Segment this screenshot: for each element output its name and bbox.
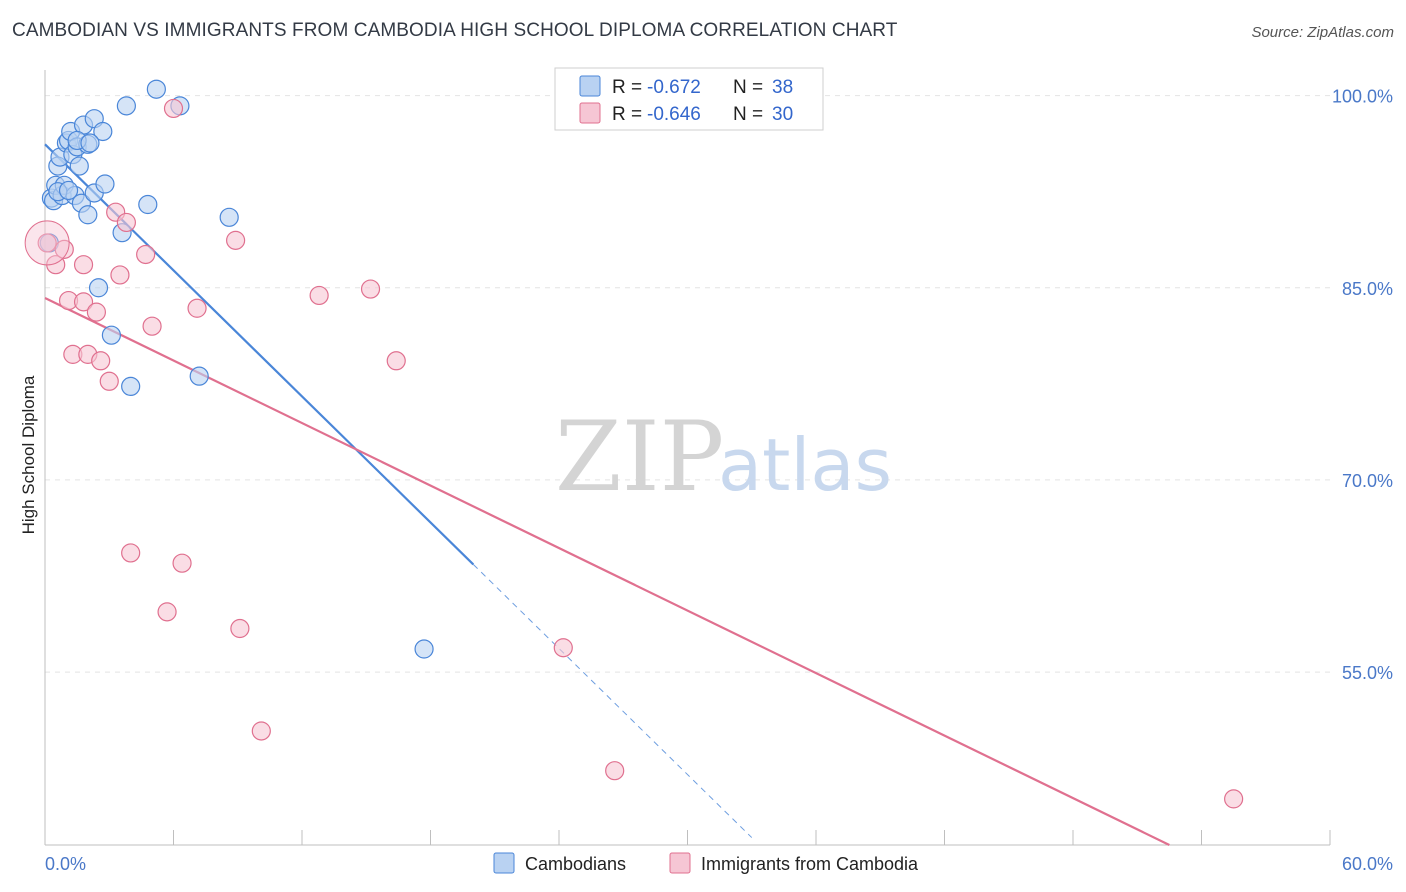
data-point-immigrants [73,292,94,312]
data-point-cambodians [95,174,115,194]
legend-n-label-1: N = [733,77,763,98]
x-tick-label: 60.0% [1342,854,1393,874]
data-point-immigrants [226,230,246,250]
y-tick-label: 85.0% [1342,279,1393,299]
trend-line-extension [472,564,753,838]
data-point-immigrants [1224,789,1244,809]
watermark-zip: ZIP [555,401,724,513]
y-tick-label: 100.0% [1332,87,1393,107]
data-point-immigrants [605,761,625,781]
data-point-immigrants [86,302,107,322]
data-point-immigrants [136,244,156,265]
data-point-immigrants [187,298,207,318]
data-point-immigrants [157,602,177,622]
y-tick-labels: 100.0% 85.0% 70.0% 55.0% [1332,87,1393,683]
data-point-immigrants [116,212,136,233]
x-tick-label: 0.0% [45,854,86,874]
data-point-cambodians [219,207,239,227]
data-point-cambodians [80,133,100,153]
stats-legend: R = -0.672 N = 38 R = -0.646 N = 30 [554,67,824,131]
watermark-atlas: atlas [718,423,892,507]
data-point-immigrants [142,316,162,336]
chart-source: Source: ZipAtlas.com [1251,24,1394,41]
chart-title: CAMBODIAN VS IMMIGRANTS FROM CAMBODIA HI… [12,20,898,41]
bottom-legend-immigrants: Immigrants from Cambodia [701,854,919,874]
y-axis-title: High School Diploma [19,375,38,534]
data-point-immigrants [163,98,184,119]
bottom-swatch-cambodians [493,852,515,874]
data-point-immigrants [309,285,329,306]
legend-r-label-1: R = [612,77,642,98]
legend-n-value-1: 38 [772,77,793,98]
bottom-swatch-immigrants [669,852,691,874]
data-point-cambodians [101,325,121,345]
bottom-legend-cambodians: Cambodians [525,854,626,874]
data-point-cambodians [58,180,79,201]
y-tick-label: 70.0% [1342,471,1393,491]
data-point-immigrants [110,265,130,285]
data-point-immigrants [73,255,94,275]
data-point-immigrants [386,351,406,371]
y-tick-label: 55.0% [1342,663,1393,683]
data-point-immigrants [553,638,573,658]
data-point-cambodians [121,376,141,397]
data-point-cambodians [189,366,209,386]
series-legend: Cambodians Immigrants from Cambodia [493,852,919,874]
legend-n-value-2: 30 [772,104,793,125]
legend-r-value-1: -0.672 [647,77,701,98]
x-tick-labels: 0.0% 60.0% [45,854,1393,874]
legend-r-label-2: R = [612,104,642,125]
data-point-immigrants [91,351,111,371]
data-point-immigrants [230,618,250,639]
trend-line-immigrants [44,297,1170,846]
axes [44,70,1331,846]
data-point-immigrants [251,721,271,741]
data-point-cambodians [69,156,89,176]
data-point-immigrants [121,543,141,563]
data-point-cluster [24,220,70,266]
data-point-cambodians [88,278,109,298]
data-points [24,79,1244,809]
data-point-cambodians [93,121,113,142]
data-point-cambodians [138,194,158,215]
data-point-cambodians [78,205,98,225]
gridlines [45,95,1330,673]
data-point-cambodians [116,96,136,116]
data-point-immigrants [172,553,192,573]
data-point-immigrants [99,371,119,391]
legend-swatch-immigrants [579,102,601,124]
data-point-cambodians [414,639,434,659]
data-point-immigrants [37,233,57,253]
legend-n-label-2: N = [733,104,763,125]
data-point-immigrants [360,279,381,299]
legend-swatch-cambodians [579,75,601,97]
data-point-cambodians [146,79,166,99]
legend-r-value-2: -0.646 [647,104,701,125]
